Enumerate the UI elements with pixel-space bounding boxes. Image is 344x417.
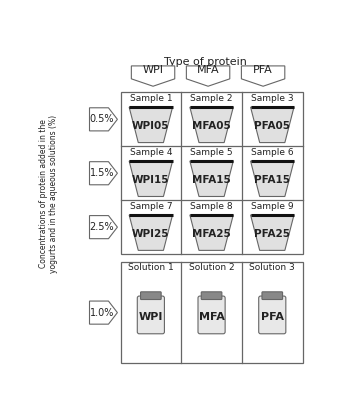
Polygon shape bbox=[250, 161, 294, 196]
Text: PFA05: PFA05 bbox=[254, 121, 290, 131]
Text: Sample 1: Sample 1 bbox=[130, 94, 172, 103]
Text: WPI05: WPI05 bbox=[132, 121, 170, 131]
Text: MFA25: MFA25 bbox=[192, 229, 231, 239]
Text: WPI15: WPI15 bbox=[132, 175, 170, 185]
Polygon shape bbox=[89, 216, 117, 239]
Text: MFA: MFA bbox=[198, 312, 225, 322]
Bar bbox=[120, 262, 303, 364]
Text: Concentrations of protein added in the
yogurts and in the aqueous solutions (%): Concentrations of protein added in the y… bbox=[39, 115, 58, 273]
Text: Type of protein: Type of protein bbox=[164, 57, 247, 67]
Polygon shape bbox=[129, 107, 173, 143]
FancyBboxPatch shape bbox=[262, 292, 282, 299]
Polygon shape bbox=[250, 107, 294, 143]
FancyBboxPatch shape bbox=[141, 292, 161, 299]
Text: Sample 7: Sample 7 bbox=[130, 202, 172, 211]
FancyBboxPatch shape bbox=[198, 296, 225, 334]
Bar bbox=[120, 93, 303, 254]
Text: Solution 3: Solution 3 bbox=[249, 264, 295, 272]
Text: Sample 8: Sample 8 bbox=[190, 202, 233, 211]
Text: PFA25: PFA25 bbox=[254, 229, 290, 239]
Polygon shape bbox=[89, 108, 117, 131]
Text: Sample 2: Sample 2 bbox=[190, 94, 233, 103]
Polygon shape bbox=[241, 66, 285, 86]
Polygon shape bbox=[131, 66, 175, 86]
Text: 2.5%: 2.5% bbox=[89, 222, 114, 232]
FancyBboxPatch shape bbox=[137, 296, 164, 334]
Text: PFA: PFA bbox=[253, 65, 273, 75]
Text: PFA15: PFA15 bbox=[254, 175, 290, 185]
Polygon shape bbox=[186, 66, 230, 86]
Text: Sample 9: Sample 9 bbox=[251, 202, 293, 211]
Text: PFA: PFA bbox=[261, 312, 284, 322]
Polygon shape bbox=[89, 301, 117, 324]
Text: 0.5%: 0.5% bbox=[90, 114, 114, 124]
Text: WPI25: WPI25 bbox=[132, 229, 170, 239]
Text: Solution 1: Solution 1 bbox=[128, 264, 174, 272]
Polygon shape bbox=[129, 215, 173, 250]
Polygon shape bbox=[250, 215, 294, 250]
Text: Sample 3: Sample 3 bbox=[251, 94, 293, 103]
Text: MFA: MFA bbox=[197, 65, 219, 75]
Text: Sample 6: Sample 6 bbox=[251, 148, 293, 157]
Polygon shape bbox=[190, 161, 233, 196]
Text: 1.0%: 1.0% bbox=[90, 308, 114, 318]
FancyBboxPatch shape bbox=[201, 292, 222, 299]
Text: MFA05: MFA05 bbox=[192, 121, 231, 131]
Polygon shape bbox=[129, 161, 173, 196]
Text: WPI: WPI bbox=[142, 65, 163, 75]
Text: 1.5%: 1.5% bbox=[90, 168, 114, 178]
FancyBboxPatch shape bbox=[259, 296, 286, 334]
Polygon shape bbox=[190, 215, 233, 250]
Text: WPI: WPI bbox=[139, 312, 163, 322]
Text: Sample 5: Sample 5 bbox=[190, 148, 233, 157]
Polygon shape bbox=[89, 162, 117, 185]
Text: Sample 4: Sample 4 bbox=[130, 148, 172, 157]
Text: MFA15: MFA15 bbox=[192, 175, 231, 185]
Polygon shape bbox=[190, 107, 233, 143]
Text: Solution 2: Solution 2 bbox=[189, 264, 234, 272]
